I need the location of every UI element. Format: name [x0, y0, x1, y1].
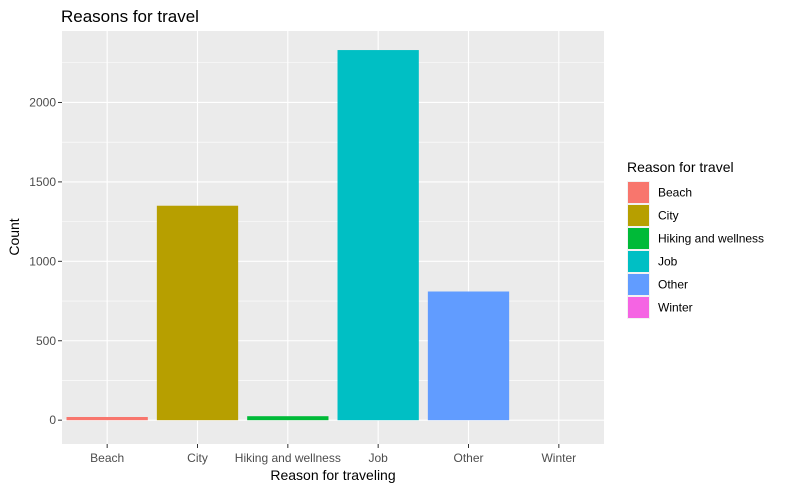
legend-swatch: [628, 205, 649, 226]
x-axis: Beach City Hiking and wellness Job Other Wint…: [90, 444, 576, 465]
x-axis-title: Reason for traveling: [270, 467, 395, 483]
x-tick-label: Job: [368, 451, 388, 465]
x-tick-label: City: [187, 451, 208, 465]
legend-label: Winter: [658, 301, 693, 315]
x-tick-label: Winter: [541, 451, 576, 465]
bar-beach: [66, 416, 148, 421]
legend-label: Beach: [658, 186, 692, 200]
x-tick-label: Beach: [90, 451, 124, 465]
legend: Reason for travel Beach City Hiking and we…: [627, 159, 764, 319]
grid-minor: [62, 62, 604, 381]
legend-swatch: [628, 274, 649, 295]
x-tick-label: Hiking and wellness: [235, 451, 341, 465]
bars: [66, 50, 510, 421]
legend-swatch: [628, 182, 649, 203]
legend-label: Job: [658, 255, 678, 269]
legend-swatch: [628, 297, 649, 318]
plot-panel: [62, 31, 604, 444]
y-axis: 0 500 1000 1500 2000: [29, 95, 62, 427]
legend-swatch: [628, 251, 649, 272]
bar-job: [337, 50, 419, 421]
y-tick-label: 0: [49, 413, 56, 427]
y-tick-label: 1500: [29, 175, 56, 189]
bar-hiking-and-wellness: [247, 416, 329, 421]
chart-title: Reasons for travel: [61, 7, 199, 26]
legend-label: Other: [658, 278, 688, 292]
legend-title: Reason for travel: [627, 159, 734, 175]
legend-label: Hiking and wellness: [658, 232, 764, 246]
y-tick-label: 1000: [29, 254, 56, 268]
legend-swatch: [628, 228, 649, 249]
bar-other: [427, 291, 510, 421]
y-axis-title: Count: [6, 218, 22, 255]
x-tick-label: Other: [453, 451, 483, 465]
legend-label: City: [658, 209, 679, 223]
y-tick-label: 2000: [29, 95, 56, 109]
bar-city: [156, 205, 239, 421]
y-tick-label: 500: [36, 334, 56, 348]
